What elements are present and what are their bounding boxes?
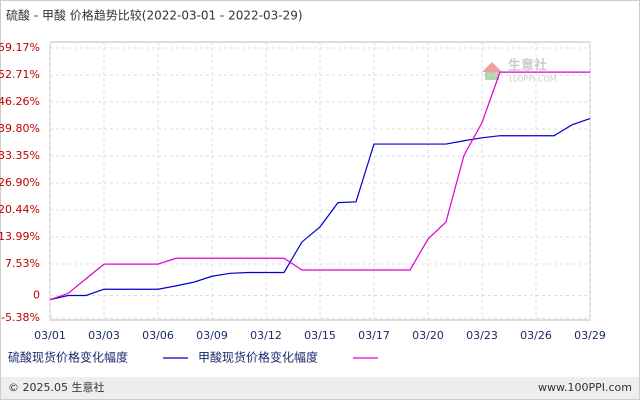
- legend-label: 甲酸现货价格变化幅度: [198, 350, 318, 365]
- y-tick-label: 59.17%: [0, 41, 40, 54]
- watermark-icon: [485, 72, 499, 80]
- x-tick-label: 03/03: [88, 329, 120, 342]
- chart-title: 硫酸 - 甲酸 价格趋势比较(2022-03-01 - 2022-03-29): [6, 8, 303, 23]
- series-line: [49, 117, 591, 301]
- watermark-text: 100PPI.COM: [508, 75, 557, 84]
- legend-label: 硫酸现货价格变化幅度: [8, 350, 128, 365]
- footer-bar: [1, 377, 639, 399]
- watermark-text: 生意社: [508, 58, 547, 74]
- y-tick-label: -5.38%: [1, 311, 40, 324]
- footer-right: www.100PPI.com: [538, 381, 632, 394]
- y-tick-label: 33.35%: [0, 149, 40, 162]
- y-tick-label: 7.53%: [5, 257, 40, 270]
- y-tick-label: 39.80%: [0, 122, 40, 135]
- x-tick-label: 03/15: [304, 329, 336, 342]
- x-tick-label: 03/01: [34, 329, 66, 342]
- y-tick-label: 20.44%: [0, 203, 40, 216]
- series-line: [49, 71, 590, 301]
- x-tick-label: 03/29: [574, 329, 606, 342]
- y-tick-label: 52.71%: [0, 68, 40, 81]
- x-tick-label: 03/12: [250, 329, 282, 342]
- x-tick-label: 03/26: [520, 329, 552, 342]
- x-tick-label: 03/17: [358, 329, 390, 342]
- footer-left: © 2025.05 生意社: [8, 380, 104, 394]
- y-tick-label: 0: [33, 288, 40, 301]
- x-tick-label: 03/20: [412, 329, 444, 342]
- y-tick-label: 26.90%: [0, 176, 40, 189]
- x-tick-label: 03/23: [466, 329, 498, 342]
- watermark-icon: [482, 62, 502, 72]
- y-tick-label: 46.26%: [0, 95, 40, 108]
- x-tick-label: 03/06: [142, 329, 174, 342]
- watermark: 生意社 100PPI.COM: [482, 58, 557, 84]
- y-tick-label: 13.99%: [0, 230, 40, 243]
- x-tick-label: 03/09: [196, 329, 228, 342]
